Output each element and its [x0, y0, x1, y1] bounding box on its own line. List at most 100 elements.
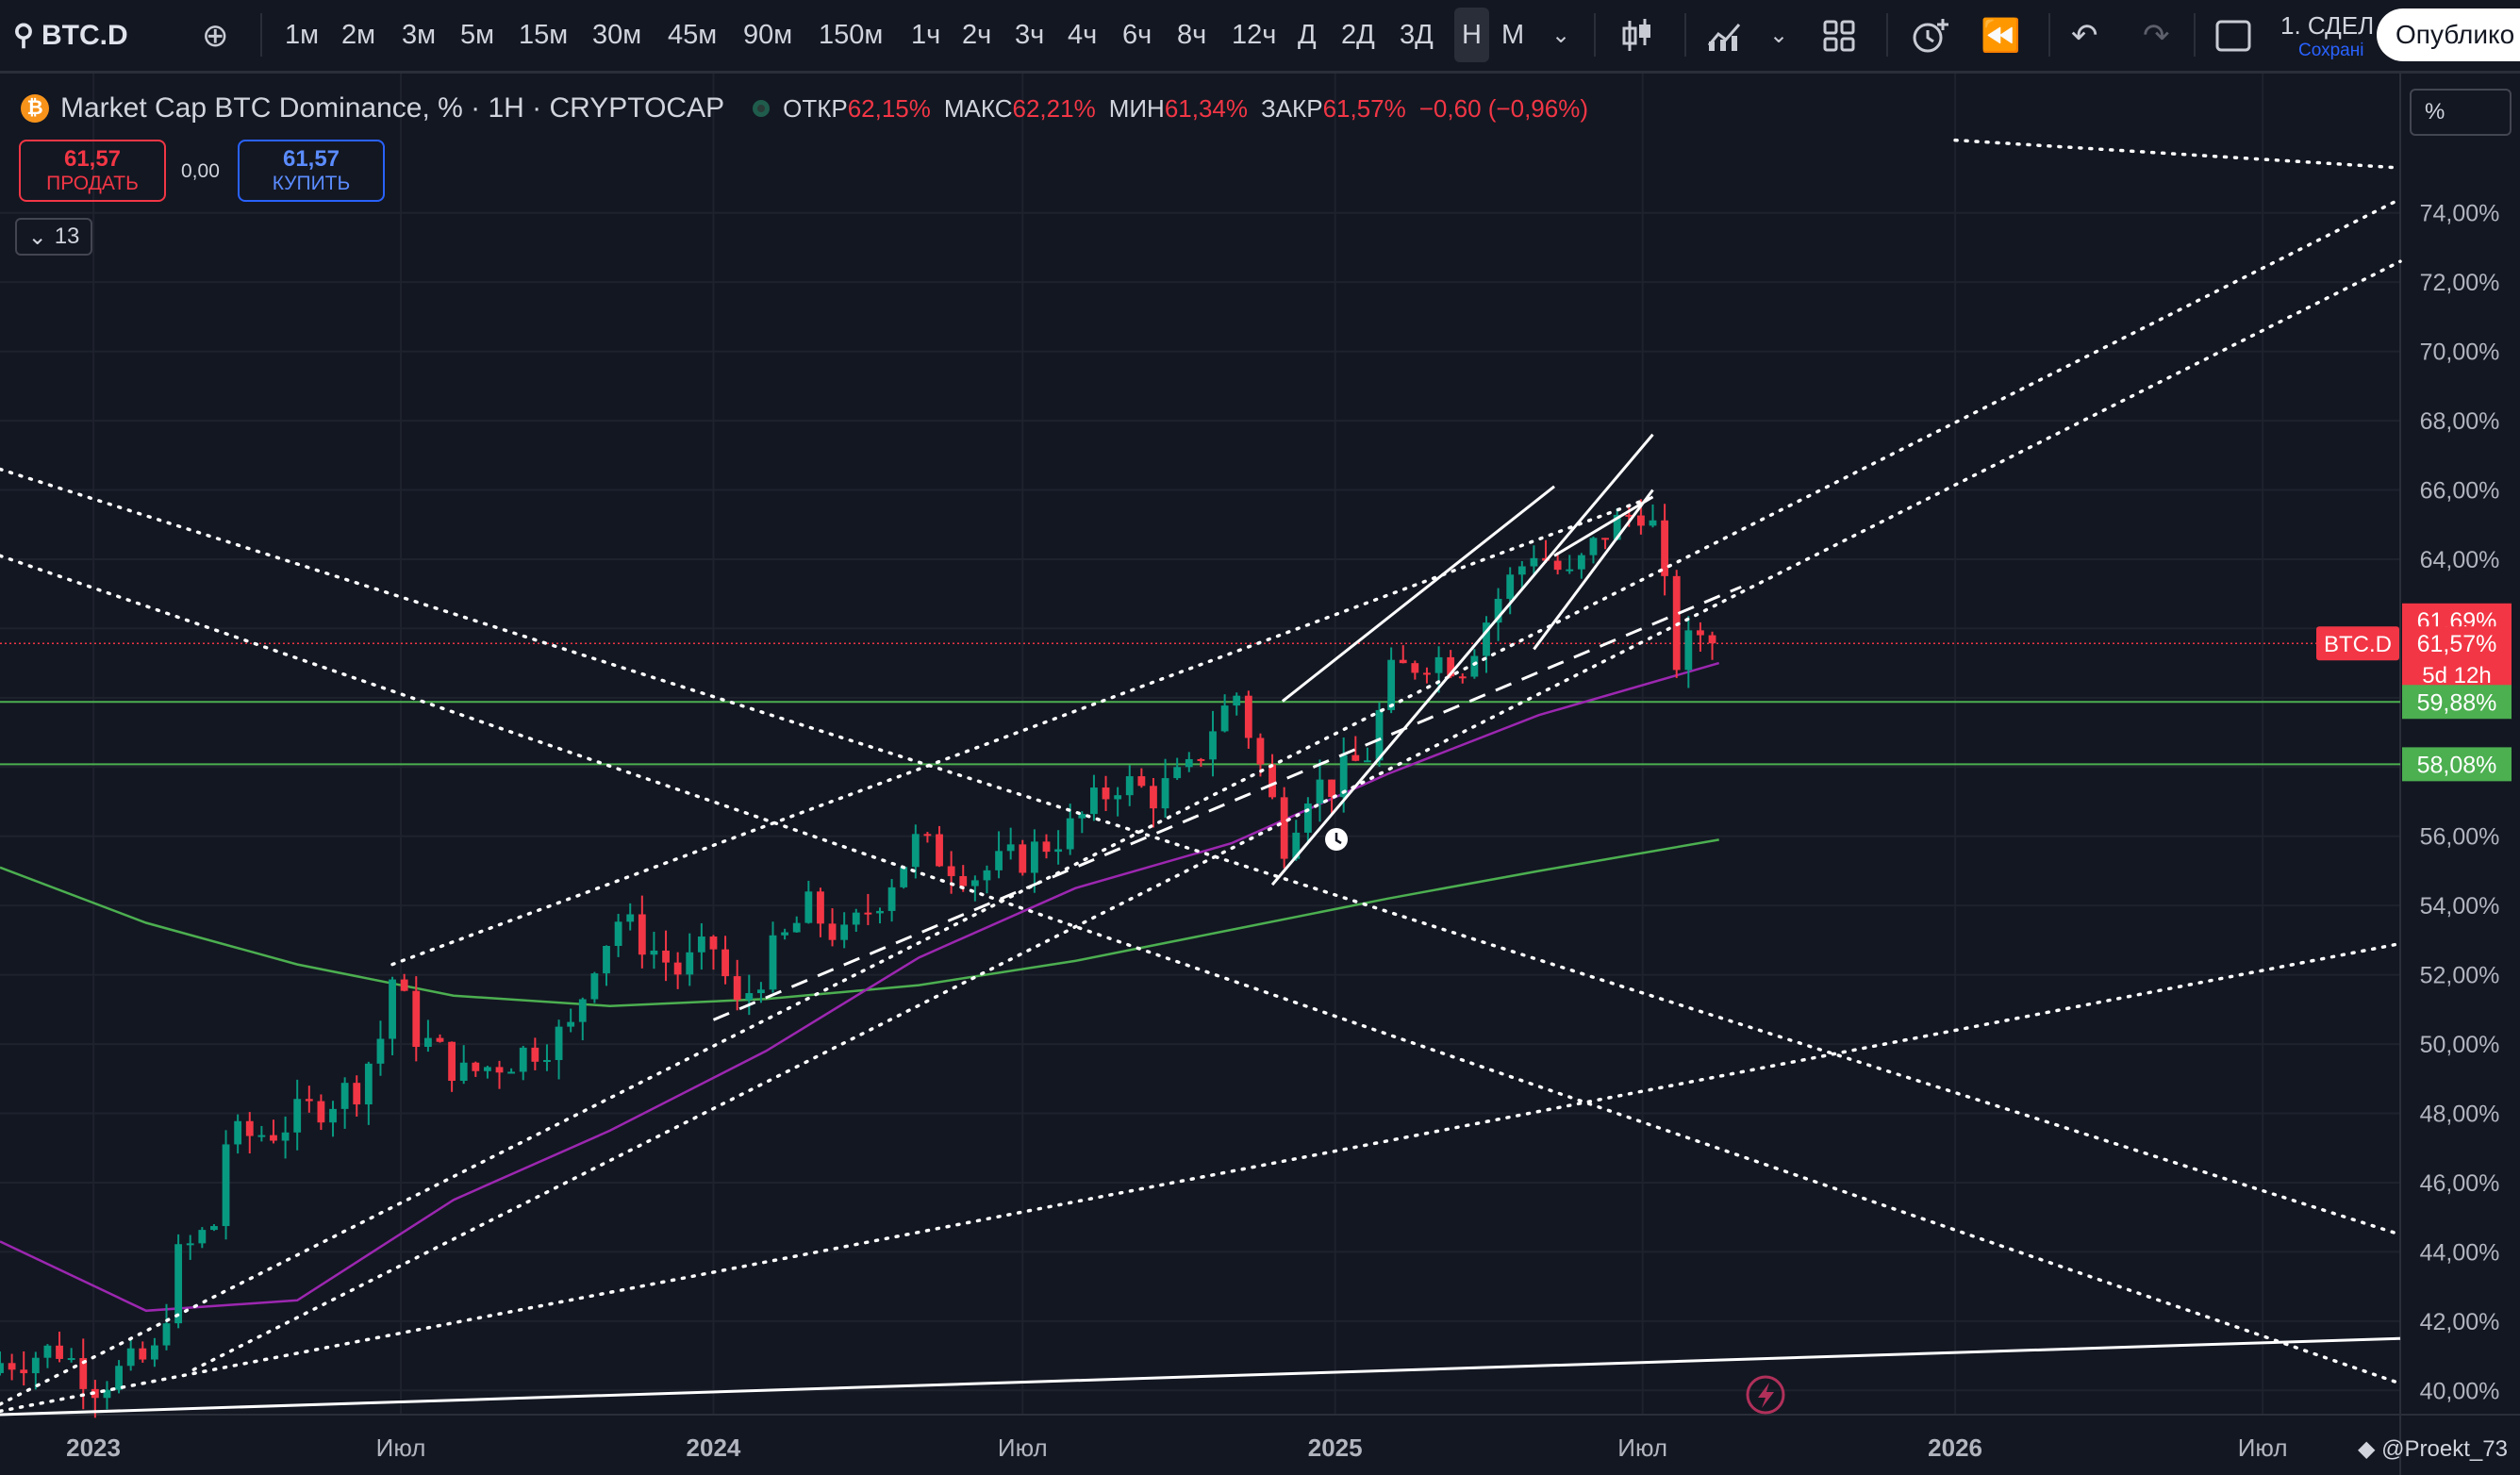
interval-5м[interactable]: 5м	[460, 20, 495, 50]
symbol-label: BTC.D	[41, 19, 128, 51]
candle-body	[79, 1358, 88, 1389]
candle	[150, 1337, 158, 1367]
interval-2м[interactable]: 2м	[341, 20, 376, 50]
interval-12ч[interactable]: 12ч	[1232, 20, 1277, 50]
interval-4ч[interactable]: 4ч	[1068, 20, 1098, 50]
candle-body	[1589, 538, 1598, 555]
interval-90м[interactable]: 90м	[743, 20, 793, 50]
candle	[626, 903, 635, 931]
candle-body	[567, 1021, 575, 1027]
interval-2Д[interactable]: 2Д	[1341, 20, 1375, 50]
low-value: 61,34%	[1164, 93, 1249, 123]
candle-body	[317, 1101, 325, 1123]
candle	[459, 1045, 468, 1085]
candle	[43, 1344, 52, 1368]
interval-3м[interactable]: 3м	[402, 20, 437, 50]
candle	[103, 1381, 111, 1410]
candle	[31, 1351, 40, 1390]
candle-body	[756, 989, 765, 994]
candle	[400, 973, 408, 992]
alert-button[interactable]	[1909, 0, 1950, 71]
candle-body	[519, 1047, 527, 1072]
trendline-dotted	[0, 554, 2402, 1385]
interval-Д[interactable]: Д	[1298, 20, 1317, 50]
indicators-button[interactable]	[1705, 0, 1743, 71]
candle	[555, 1019, 563, 1080]
candle-body	[1470, 655, 1479, 677]
interval-6ч[interactable]: 6ч	[1122, 20, 1152, 50]
candle	[353, 1075, 361, 1117]
interval-45м[interactable]: 45м	[668, 20, 718, 50]
candle	[1708, 631, 1716, 660]
price-scale-mode[interactable]: %	[2410, 89, 2512, 136]
clock-marker-icon[interactable]	[1325, 828, 1348, 851]
chevron-down-icon[interactable]: ⌄	[1769, 23, 1789, 48]
interval-1ч[interactable]: 1ч	[911, 20, 941, 50]
time-tick-label: 2024	[687, 1434, 741, 1462]
candle	[1268, 754, 1276, 800]
price-chart[interactable]: 74,00%72,00%70,00%68,00%66,00%64,00%62,0…	[0, 74, 2520, 1475]
interval-15м[interactable]: 15м	[519, 20, 569, 50]
candle	[1233, 692, 1241, 716]
candle-body	[745, 993, 754, 1001]
candle-body	[1613, 514, 1621, 540]
price-tick-label: 42,00%	[2420, 1309, 2500, 1335]
symbol-search-button[interactable]: ⚲ BTC.D	[13, 0, 128, 71]
candle	[923, 832, 932, 843]
chevron-down-icon[interactable]: ⌄	[1551, 23, 1571, 48]
candle	[1090, 774, 1098, 821]
interval-2ч[interactable]: 2ч	[962, 20, 992, 50]
replay-icon[interactable]: ⏪	[1981, 17, 2021, 54]
candle	[864, 893, 872, 925]
toolbar-divider	[2048, 13, 2050, 57]
layout-name[interactable]: 1. СДЕЛ	[2280, 11, 2375, 40]
candle-body	[150, 1345, 158, 1360]
interval-М[interactable]: М	[1501, 20, 1525, 50]
candle-body	[1364, 760, 1371, 763]
candle-body	[1339, 754, 1348, 798]
candle	[590, 971, 599, 1003]
interval-150м[interactable]: 150м	[819, 20, 884, 50]
candle	[507, 1068, 516, 1074]
indicators-collapse-button[interactable]: ⌄ 13	[15, 218, 92, 256]
candle-body	[828, 923, 837, 940]
trendline-dotted	[0, 197, 2402, 1406]
layouts-button[interactable]	[1822, 0, 1856, 71]
buy-button[interactable]: 61,57 КУПИТЬ	[238, 140, 385, 202]
layout-save-status[interactable]: Сохрані	[2298, 41, 2364, 60]
candle-body	[1661, 520, 1669, 576]
interval-30м[interactable]: 30м	[592, 20, 642, 50]
candle-body	[1137, 776, 1146, 787]
candle-body	[412, 990, 421, 1048]
undo-icon[interactable]: ↶	[2071, 17, 2098, 54]
interval-3ч[interactable]: 3ч	[1015, 20, 1045, 50]
candle	[721, 936, 729, 985]
chart-type-button[interactable]	[1620, 0, 1654, 71]
candle-body	[448, 1041, 456, 1081]
redo-icon[interactable]: ↷	[2143, 17, 2170, 54]
candle-body	[1708, 635, 1716, 644]
interval-8ч[interactable]: 8ч	[1177, 20, 1207, 50]
author-name: @Proekt_73	[2381, 1436, 2508, 1462]
add-symbol-icon[interactable]: ⊕	[202, 17, 229, 54]
legend-title[interactable]: Market Cap BTC Dominance, % · 1Н · CRYPT…	[60, 92, 725, 124]
price-label-box	[2402, 685, 2512, 720]
interval-1м[interactable]: 1м	[285, 20, 320, 50]
publish-button[interactable]: Опублико	[2377, 8, 2520, 61]
fullscreen-button[interactable]	[2214, 0, 2252, 71]
candle	[673, 952, 682, 989]
candle	[1137, 768, 1146, 788]
trendline-dotted	[191, 259, 2402, 1372]
interval-Н[interactable]: Н	[1454, 8, 1489, 62]
candle	[733, 959, 741, 1011]
candle-body	[210, 1226, 218, 1231]
sell-button[interactable]: 61,57 ПРОДАТЬ	[19, 140, 166, 202]
candle	[1517, 560, 1526, 591]
interval-3Д[interactable]: 3Д	[1400, 20, 1434, 50]
candle-body	[162, 1323, 171, 1346]
flash-icon[interactable]	[1746, 1375, 1785, 1415]
candle-body	[329, 1108, 337, 1123]
candle	[1220, 694, 1229, 733]
close-label: ЗАКР	[1261, 93, 1323, 123]
candle-body	[257, 1135, 266, 1137]
